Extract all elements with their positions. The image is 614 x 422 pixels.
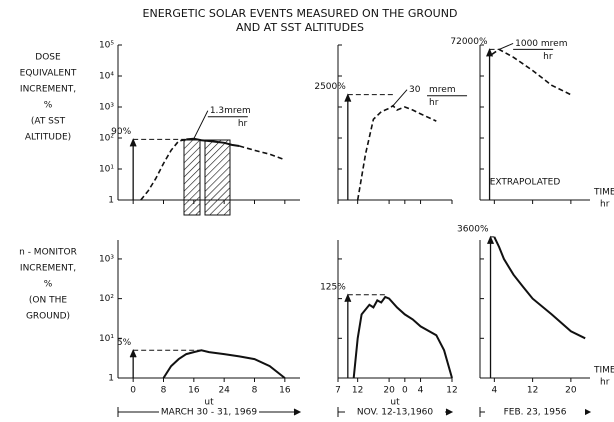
y-axis-label: EQUIVALENT [20, 69, 77, 79]
peak-label: 3600% [457, 224, 489, 234]
x-axis-label: hr [600, 200, 610, 210]
annotation: EXTRAPOLATED [490, 178, 561, 188]
note-leader [193, 110, 209, 139]
series-line [186, 137, 240, 147]
period-bg [159, 406, 259, 418]
x-tick-label: 20 [565, 386, 577, 396]
series-line [239, 145, 286, 161]
note: hr [238, 119, 248, 129]
x-tick-label: 4 [418, 386, 424, 396]
x-axis-label: TIME, [593, 188, 614, 198]
peak-label: 72000% [450, 37, 488, 47]
period-label: MARCH 30 - 31, 1969 [161, 408, 257, 418]
arrowhead [129, 348, 137, 358]
x-axis-label: ut [390, 398, 400, 408]
x-tick-label: 20 [383, 386, 395, 396]
arrowhead [487, 235, 494, 245]
period-bg [485, 406, 585, 418]
period-label: NOV. 12-13,1960 [357, 408, 434, 418]
period-bg [345, 406, 445, 418]
arrowhead [583, 408, 592, 416]
y-tick-label: 10² [99, 134, 114, 144]
peak-label: 90% [111, 127, 131, 137]
note: 30 [409, 85, 421, 95]
y-axis-label: INCREMENT, [20, 85, 76, 95]
note: 1.3mrem [210, 106, 251, 116]
peak-label: 125% [320, 282, 346, 292]
arrowhead [344, 293, 352, 302]
chart-title: ENERGETIC SOLAR EVENTS MEASURED ON THE G… [143, 7, 458, 20]
y-tick-label: 10³ [99, 103, 114, 113]
y-tick-label: 1 [108, 196, 114, 206]
x-tick-label: 8 [161, 386, 167, 396]
y-axis-label: INCREMENT, [20, 264, 76, 274]
arrowhead [344, 93, 352, 102]
arrowhead [445, 408, 454, 416]
note: hr [429, 98, 439, 108]
note-leader [392, 89, 408, 107]
x-tick-label: 16 [279, 386, 291, 396]
x-tick-label: 24 [218, 386, 230, 396]
x-tick-label: 4 [491, 386, 497, 396]
arrowhead [293, 408, 302, 416]
series-line [491, 48, 572, 96]
x-tick-label: 0 [130, 386, 136, 396]
y-axis-label: ALTITUDE) [25, 133, 71, 143]
series-line [356, 104, 437, 201]
y-tick-label: 10⁴ [99, 72, 114, 82]
x-tick-label: 12 [527, 386, 538, 396]
x-tick-label: 7 [335, 386, 341, 396]
peak-label: 2500% [314, 82, 346, 92]
y-tick-label: 10² [99, 294, 114, 304]
x-tick-label: 0 [402, 386, 408, 396]
x-tick-label: 8 [252, 386, 258, 396]
y-axis-label: GROUND) [26, 312, 70, 322]
note: mrem [429, 85, 456, 95]
y-axis-label: % [44, 101, 53, 111]
x-tick-label: 16 [188, 386, 200, 396]
y-axis-label: % [44, 280, 53, 290]
arrowhead [129, 138, 137, 147]
series-line [352, 295, 453, 379]
period-label: FEB. 23, 1956 [504, 408, 567, 418]
chart-title: AND AT SST ALTITUDES [236, 21, 364, 34]
note: 1000 mrem [515, 39, 567, 49]
x-axis-label: ut [204, 398, 214, 408]
x-axis-label: hr [600, 378, 610, 388]
y-axis-label: DOSE [35, 53, 61, 63]
hatch-box [204, 139, 231, 216]
arrowhead [486, 48, 494, 57]
note: hr [543, 52, 553, 62]
hatch-box [183, 139, 201, 216]
y-tick-label: 10¹ [99, 165, 114, 175]
peak-label: 5% [117, 338, 132, 348]
x-axis-label: TIME, [593, 366, 614, 376]
x-tick-label: 12 [352, 386, 363, 396]
y-tick-label: 1 [108, 374, 114, 384]
y-tick-label: 10³ [99, 254, 114, 264]
y-axis-label: (ON THE [29, 296, 67, 306]
series-line [493, 236, 586, 340]
y-axis-label: (AT SST [31, 117, 66, 127]
note-leader [498, 42, 514, 50]
series-line [162, 349, 286, 379]
series-line [140, 138, 187, 201]
x-tick-label: 12 [446, 386, 457, 396]
y-axis-label: n - MONITOR [19, 248, 77, 258]
y-tick-label: 10¹ [99, 334, 114, 344]
y-tick-label: 10⁵ [99, 41, 114, 51]
